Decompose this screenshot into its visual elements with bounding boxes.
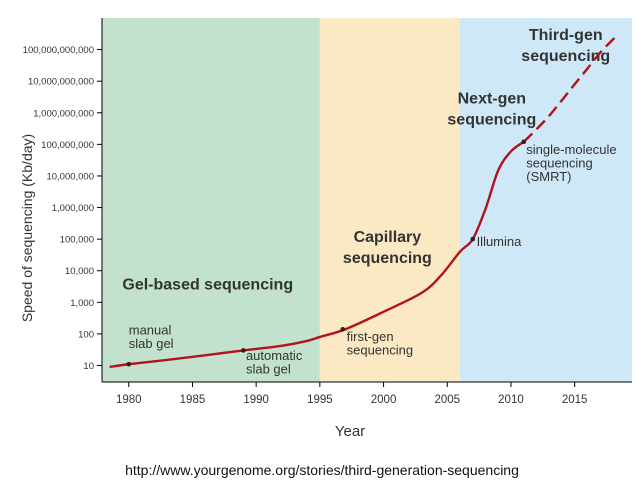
y-tick-label-8: 1,000,000,000 <box>33 108 94 119</box>
y-axis-label: Speed of sequencing (Kb/day) <box>19 134 35 322</box>
source-url: http://www.yourgenome.org/stories/third-… <box>125 462 519 478</box>
y-tick-label-3: 10,000 <box>65 266 94 277</box>
milestone-label-0-line-1: slab gel <box>129 336 174 351</box>
y-tick-label-0: 10 <box>83 361 94 372</box>
milestone-dot-0 <box>126 361 132 367</box>
x-tick-label-0: 1980 <box>116 394 142 406</box>
data-lines <box>109 36 617 369</box>
milestone-label-4-line-0: single-molecule <box>526 142 616 157</box>
x-tick-label-7: 2015 <box>562 394 588 406</box>
region-band-0 <box>102 18 320 382</box>
milestone-dot-3 <box>470 236 476 242</box>
milestone-label-4-line-2: (SMRT) <box>526 169 571 184</box>
milestone-label-0-line-0: manual <box>129 323 172 338</box>
milestone-label-1-line-1: slab gel <box>246 361 291 376</box>
milestone-dot-4 <box>521 139 527 145</box>
y-tick-label-7: 100,000,000 <box>41 140 94 151</box>
region-title-3-line-0: Third-gen <box>529 27 603 44</box>
y-tick-label-5: 1,000,000 <box>52 203 94 214</box>
axes: 1980 1985 1990 1995 2000 2005 2010 2015 10 100 1,0… <box>23 18 632 406</box>
region-band-1 <box>319 18 461 382</box>
y-tick-label-9: 10,000,000,000 <box>28 77 94 88</box>
milestone-dot-1 <box>241 348 246 353</box>
region-title-1-line-1: sequencing <box>343 250 432 267</box>
sequencing-speed-chart: Gel-based sequencing Capillary sequencing N… <box>19 18 632 440</box>
region-title-2-line-1: sequencing <box>447 111 536 128</box>
x-axis-label: Year <box>335 423 365 440</box>
series-line-dashed <box>522 36 617 143</box>
milestone-label-4-line-1: sequencing <box>526 155 593 170</box>
y-tick-label-2: 1,000 <box>70 298 94 309</box>
x-tick-label-6: 2010 <box>498 394 524 406</box>
region-band-2 <box>460 18 632 382</box>
milestone-label-1-line-0: automatic <box>246 348 303 363</box>
milestone-label-3-line-0: Illumina <box>477 234 523 249</box>
y-tick-label-4: 100,000 <box>60 235 94 246</box>
milestone-dot-2 <box>340 326 346 332</box>
milestone-label-2-line-0: first-gen <box>347 329 394 344</box>
y-tick-label-1: 100 <box>78 329 94 340</box>
region-title-2-line-0: Next-gen <box>458 90 526 107</box>
region-backgrounds <box>102 18 632 382</box>
x-tick-label-1: 1985 <box>180 394 206 406</box>
region-title-3-line-1: sequencing <box>521 48 610 65</box>
y-tick-label-10: 100,000,000,000 <box>23 45 94 56</box>
region-titles: Gel-based sequencing Capillary sequencing N… <box>122 27 610 294</box>
series-line-solid <box>109 140 525 369</box>
x-tick-label-4: 2000 <box>371 394 397 406</box>
region-title-1-line-0: Capillary <box>354 229 422 246</box>
x-tick-label-5: 2005 <box>434 394 460 406</box>
region-title-0-line-0: Gel-based sequencing <box>122 277 293 294</box>
x-tick-label-2: 1990 <box>243 394 269 406</box>
y-tick-label-6: 10,000,000 <box>46 171 94 182</box>
milestone-label-2-line-1: sequencing <box>347 342 414 357</box>
x-tick-label-3: 1995 <box>307 394 333 406</box>
